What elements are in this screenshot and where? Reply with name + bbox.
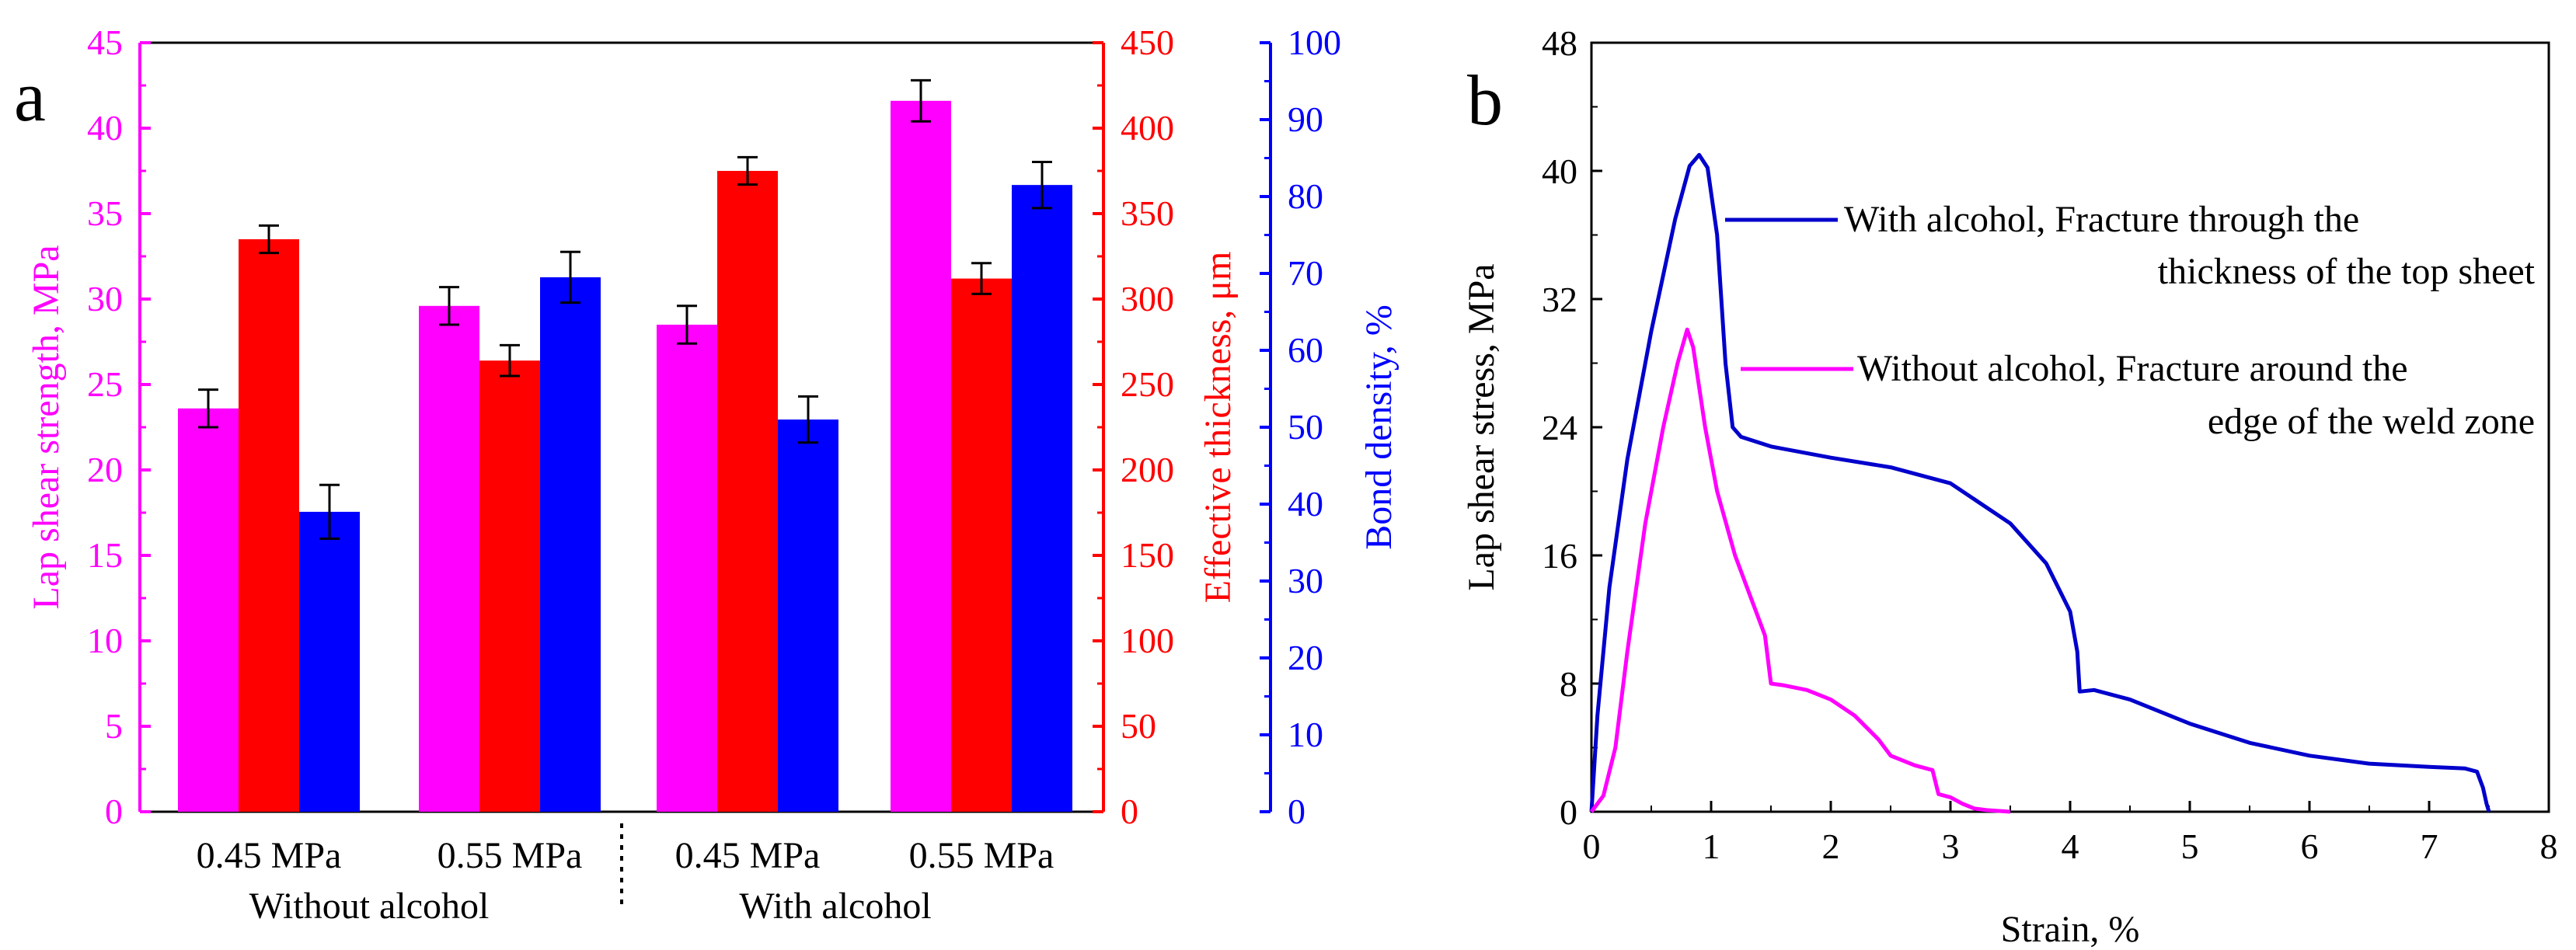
right2-tick-label: 50: [1288, 407, 1323, 447]
bar-lap-shear-strength: [178, 408, 239, 812]
panel-b-lines: [1589, 152, 2491, 814]
left-tick-label: 10: [87, 621, 123, 660]
panel-b-ylabel: Lap shear stress, MPa: [1461, 263, 1502, 590]
panel-a-right2-ticks: 0 10 20 30 40 50 60 70 80 90 100: [1260, 23, 1341, 831]
left-tick-label: 45: [87, 23, 123, 62]
right2-tick-label: 60: [1288, 330, 1323, 370]
legend-without-alcohol-text-2: edge of the weld zone: [2208, 401, 2535, 442]
left-tick-label: 35: [87, 193, 123, 233]
right1-tick-label: 450: [1121, 23, 1174, 62]
right2-tick-label: 30: [1288, 561, 1323, 600]
right2-tick-label: 10: [1288, 715, 1323, 754]
bar-bond-density: [778, 419, 838, 812]
bar-lap-shear-strength: [657, 325, 717, 812]
group-label: 0.55 MPa: [437, 835, 583, 876]
right2-axis-title: Bond density, %: [1358, 304, 1400, 550]
bar-effective-thickness: [479, 360, 540, 812]
x-tick-label: 8: [2540, 826, 2558, 866]
x-tick-label: 7: [2421, 826, 2438, 866]
panel-a-right1-ticks: 0 50 100 150 200 250 300 350 400 450: [1093, 23, 1174, 831]
bar-lap-shear-strength: [891, 100, 951, 813]
panel-a-left-ticks: 0 5 10 15 20 25 30 35 40 45: [87, 23, 151, 831]
right2-tick-label: 80: [1288, 176, 1323, 216]
condition-label-with: With alcohol: [739, 886, 931, 927]
right1-tick-label: 250: [1121, 364, 1174, 404]
bar-effective-thickness: [951, 278, 1012, 813]
bar-bond-density: [1012, 185, 1072, 812]
right2-tick-label: 40: [1288, 484, 1323, 524]
panel-a-label: a: [14, 57, 46, 136]
y-tick-label: 16: [1542, 536, 1577, 576]
condition-label-without: Without alcohol: [249, 886, 490, 927]
y-tick-label: 48: [1542, 23, 1577, 63]
group-label: 0.45 MPa: [675, 835, 821, 876]
right1-tick-label: 100: [1121, 621, 1174, 660]
bar-bond-density: [299, 511, 360, 812]
line-without-alcohol: [1589, 327, 2011, 814]
left-tick-label: 25: [87, 364, 123, 404]
right1-tick-label: 50: [1121, 706, 1156, 746]
right1-axis-title: Effective thickness, μm: [1197, 252, 1239, 604]
legend-with-alcohol-text-1: With alcohol, Fracture through the: [1844, 199, 2359, 240]
legend-with-alcohol-text-2: thickness of the top sheet: [2158, 251, 2536, 292]
x-tick-label: 4: [2062, 826, 2079, 866]
y-tick-label: 40: [1542, 151, 1577, 191]
left-tick-label: 40: [87, 108, 123, 148]
bar-effective-thickness: [239, 239, 299, 812]
panel-a-bars: [178, 78, 1072, 813]
left-tick-label: 15: [87, 535, 123, 575]
right1-tick-label: 0: [1121, 792, 1138, 831]
line-with-alcohol: [1589, 152, 2491, 813]
right1-tick-label: 400: [1121, 108, 1174, 148]
bar-effective-thickness: [717, 171, 778, 812]
right1-tick-label: 350: [1121, 193, 1174, 233]
panel-b-xlabel: Strain, %: [2001, 909, 2140, 950]
x-tick-label: 6: [2301, 826, 2319, 866]
panel-a-x-labels: 0.45 MPa 0.55 MPa 0.45 MPa 0.55 MPa Without …: [197, 835, 1054, 927]
y-tick-label: 8: [1560, 664, 1577, 704]
right1-tick-label: 200: [1121, 450, 1174, 489]
x-tick-label: 2: [1822, 826, 1840, 866]
x-tick-label: 0: [1583, 826, 1601, 866]
x-tick-label: 3: [1942, 826, 1960, 866]
right2-tick-label: 0: [1288, 792, 1305, 831]
right2-tick-label: 70: [1288, 253, 1323, 293]
panel-b: b 0 1 2 3 4 5 6 7 8 0 8 16 24 32 40 48 Strain, % Lap sh…: [1461, 23, 2558, 950]
left-tick-label: 20: [87, 450, 123, 489]
panel-b-label: b: [1467, 61, 1503, 140]
y-tick-label: 32: [1542, 280, 1577, 319]
left-tick-label: 30: [87, 279, 123, 318]
group-label: 0.55 MPa: [909, 835, 1054, 876]
bar-bond-density: [540, 277, 601, 812]
panel-b-ticks: 0 1 2 3 4 5 6 7 8 0 8 16 24 32 40 48: [1542, 23, 2558, 866]
left-tick-label: 0: [105, 792, 123, 831]
left-axis-title: Lap shear strength, MPa: [26, 245, 67, 609]
right2-tick-label: 100: [1288, 23, 1341, 62]
right1-tick-label: 150: [1121, 535, 1174, 575]
group-label: 0.45 MPa: [197, 835, 342, 876]
legend-without-alcohol-text-1: Without alcohol, Fracture around the: [1857, 348, 2408, 389]
right2-tick-label: 20: [1288, 638, 1323, 677]
y-tick-label: 24: [1542, 408, 1577, 447]
x-tick-label: 5: [2181, 826, 2199, 866]
bar-lap-shear-strength: [419, 305, 479, 812]
x-tick-label: 1: [1703, 826, 1720, 866]
y-tick-label: 0: [1560, 792, 1577, 832]
right2-tick-label: 90: [1288, 99, 1323, 139]
left-tick-label: 5: [105, 706, 123, 746]
right1-tick-label: 300: [1121, 279, 1174, 318]
